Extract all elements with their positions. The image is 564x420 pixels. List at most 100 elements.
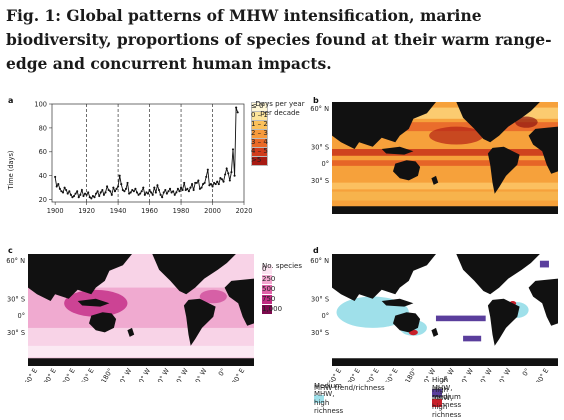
data-point: [61, 191, 65, 194]
data-point: [235, 106, 238, 109]
panel-c-legend: No. species 0 250 500 750 1,000: [262, 262, 302, 314]
data-point: [135, 191, 139, 194]
data-point: [63, 186, 66, 189]
landmass-namerica: [456, 102, 540, 143]
data-point: [168, 187, 172, 190]
data-point: [104, 191, 107, 194]
legend-label: High MHW, medium richness: [432, 375, 462, 410]
latitude-label: 0°: [322, 160, 330, 168]
data-point: [117, 185, 120, 188]
data-point: [231, 148, 235, 151]
richness-hotspot: [199, 289, 227, 304]
data-point: [60, 190, 63, 193]
legend-label: High MHW, high richness: [432, 385, 462, 420]
data-point: [150, 191, 153, 194]
longitude-label: 180°: [404, 367, 419, 382]
legend-entry: 500: [262, 284, 302, 294]
legend-entry: 2 – 3: [251, 128, 309, 139]
data-point: [102, 193, 105, 196]
landmass-africa: [528, 278, 558, 326]
data-point: [143, 193, 146, 196]
longitude-label: 30° W: [496, 367, 513, 382]
data-point: [186, 187, 189, 190]
longitude-label: 120° W: [133, 367, 152, 382]
data-point: [192, 188, 195, 192]
legend-entry: 1,000: [262, 304, 302, 314]
landmass-antarctica: [332, 206, 558, 214]
data-point: [131, 188, 134, 192]
latitude-label: 60° N: [6, 257, 25, 265]
data-point: [189, 186, 192, 189]
landmass-newzealand: [431, 327, 439, 337]
data-point: [227, 172, 230, 175]
longitude-label: 30° W: [192, 367, 209, 382]
legend-title: MHW trend/richness: [314, 384, 385, 392]
data-point: [83, 192, 87, 195]
landmass-asia: [28, 254, 132, 301]
legend-label: 2 – 3: [251, 129, 268, 138]
panel-d-legend: MHW trend/richness Medium MHW, high rich…: [314, 376, 560, 419]
data-point: [225, 167, 228, 170]
data-point: [197, 179, 200, 182]
legend-label: 3 – 4: [251, 138, 268, 147]
data-point: [88, 196, 91, 199]
data-point: [54, 175, 57, 178]
data-point: [142, 186, 145, 189]
data-point: [173, 193, 176, 196]
longitude-label: 0°: [217, 367, 228, 377]
legend-entry: 4 – 5: [251, 146, 309, 157]
legend-swatch: [262, 274, 272, 284]
legend-label: >5: [251, 156, 262, 165]
data-point: [68, 190, 71, 193]
landmass-samerica: [487, 146, 520, 194]
mhw-band: [332, 107, 558, 119]
data-point: [228, 179, 231, 182]
data-point: [164, 188, 167, 192]
data-point: [224, 173, 227, 176]
data-point: [110, 193, 113, 196]
data-point: [217, 183, 220, 186]
y-tick-label: 60: [39, 148, 47, 156]
latitude-label: 30° S: [311, 295, 329, 303]
x-tick-label: 1960: [141, 207, 158, 215]
data-point: [76, 190, 79, 193]
longitude-label: 90° E: [42, 367, 58, 382]
landmass-samerica: [487, 298, 520, 346]
data-point: [107, 188, 110, 192]
legend-swatch: [432, 398, 442, 407]
panel-label-b: b: [313, 96, 319, 105]
landmass-namerica: [152, 254, 236, 295]
data-point: [118, 174, 121, 177]
data-point: [66, 192, 69, 195]
landmass-australia: [393, 312, 421, 333]
legend-label: 1,000: [262, 304, 283, 313]
landmass-asia: [332, 254, 436, 301]
ylabel: Time (days): [7, 151, 15, 191]
data-point: [112, 186, 115, 189]
legend-label: 500: [262, 284, 276, 293]
data-point: [124, 187, 128, 190]
plot-frame: [51, 103, 245, 203]
data-point: [109, 190, 112, 193]
data-point: [90, 197, 93, 200]
latitude-label: 30° S: [311, 329, 329, 337]
panel-label-d: d: [313, 246, 319, 255]
landmass-newzealand: [431, 175, 439, 185]
x-tick-label: 2000: [204, 207, 221, 215]
data-point: [58, 187, 61, 190]
panel-b-mhw-map: 60° N 30° S 0° 30° S: [310, 102, 558, 214]
latitude-label: 0°: [322, 312, 330, 320]
x-tick-label: 2020: [236, 207, 253, 215]
richness-band: [28, 345, 254, 358]
x-tick-label: 1980: [173, 207, 190, 215]
data-point: [205, 175, 208, 178]
legend-label: 750: [262, 294, 276, 303]
legend-swatch: [262, 304, 272, 314]
x-tick-label: 1920: [78, 207, 95, 215]
panel-label-c: c: [8, 246, 13, 255]
data-point: [98, 194, 101, 198]
longitude-label: 60° W: [173, 367, 190, 382]
longitude-label: 150° W: [114, 367, 133, 382]
data-point: [106, 185, 109, 188]
